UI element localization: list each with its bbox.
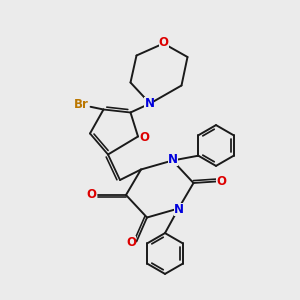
- Text: O: O: [158, 36, 169, 50]
- Text: N: N: [144, 97, 154, 110]
- Text: O: O: [216, 175, 226, 188]
- Text: N: N: [174, 202, 184, 216]
- Text: O: O: [126, 236, 136, 249]
- Text: N: N: [168, 153, 178, 167]
- Text: O: O: [140, 130, 150, 144]
- Text: O: O: [86, 188, 96, 202]
- Text: Br: Br: [74, 98, 88, 112]
